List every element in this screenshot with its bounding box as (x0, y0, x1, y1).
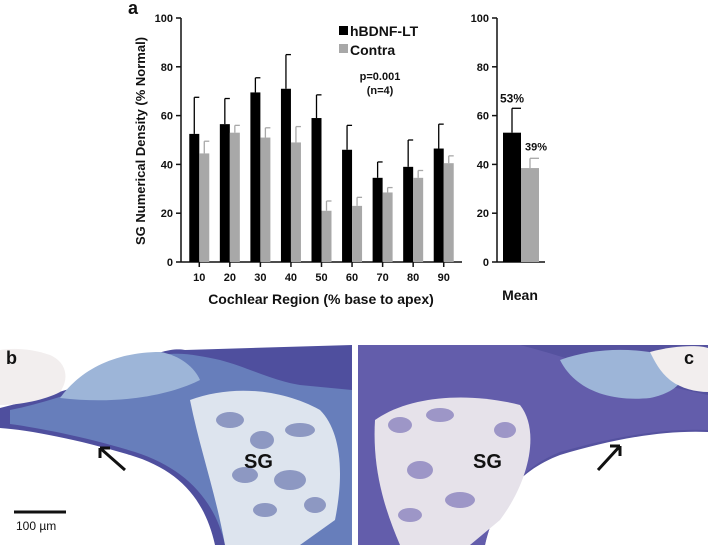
bar-contra (290, 142, 301, 262)
bar-hbdnf (311, 118, 322, 262)
y-tick-label: 80 (477, 62, 489, 74)
tissue-light-region-c (560, 349, 684, 399)
legend-swatch-contra (339, 44, 348, 53)
y-tick-label: 100 (471, 13, 489, 25)
x-tick-label: 80 (407, 272, 419, 284)
bar-hbdnf (372, 177, 383, 262)
bar-contra (352, 205, 363, 262)
bar-hbdnf (280, 88, 291, 262)
y-tick-label: 60 (161, 111, 173, 123)
x-tick-label: 20 (224, 272, 236, 284)
bar-hbdnf (433, 148, 444, 262)
bar-contra (382, 192, 393, 262)
x-tick-label: 70 (376, 272, 388, 284)
y-tick-label: 0 (483, 257, 489, 269)
y-tick-label: 20 (161, 208, 173, 220)
data-label-contra: 39% (525, 141, 547, 153)
bar-contra (321, 210, 332, 262)
y-tick-label: 40 (161, 159, 173, 171)
bar-hbdnf (503, 132, 521, 262)
panel-label-b: b (6, 348, 17, 368)
data-label-hbdnf: 53% (500, 91, 524, 105)
y-tick-label: 60 (477, 111, 489, 123)
bar-hbdnf (250, 92, 261, 262)
bar-contra (229, 132, 240, 262)
bar-hbdnf (342, 149, 353, 262)
x-tick-label: 90 (438, 272, 450, 284)
micrograph-c: SG c (358, 345, 708, 545)
mean-bars: 53% 39% (500, 91, 547, 262)
sg-label-b: SG (244, 451, 273, 473)
legend-label-hbdnf: hBDNF-LT (350, 23, 419, 39)
x-tick-label: 10 (193, 272, 205, 284)
scale-bar-label: 100 µm (16, 519, 56, 533)
bar-hbdnf (403, 166, 414, 262)
bar-contra (521, 168, 539, 262)
mean-x-label: Mean (502, 287, 538, 303)
sg-label-c: SG (473, 451, 502, 473)
main-bars (189, 53, 454, 262)
bar-contra (199, 153, 210, 262)
bar-contra (413, 177, 424, 262)
regional-bar-chart: 0 20 40 60 80 100 10 20 30 40 50 60 70 80 90 SG Numer… (133, 13, 462, 307)
x-tick-label: 30 (254, 272, 266, 284)
bone-pale-region-c (650, 346, 708, 392)
y-tick-label: 20 (477, 208, 489, 220)
y-axis-label: SG Numerical Density (% Normal) (133, 37, 148, 245)
legend-swatch-hbdnf (339, 26, 348, 35)
panel-divider (352, 345, 358, 545)
panel-label-c: c (684, 348, 694, 368)
legend: hBDNF-LT Contra (339, 23, 419, 58)
y-tick-label: 80 (161, 62, 173, 74)
bone-pale-region-b (0, 348, 66, 405)
legend-label-contra: Contra (350, 42, 395, 58)
x-tick-label: 50 (315, 272, 327, 284)
arrow-b (98, 446, 126, 472)
bar-hbdnf (189, 133, 200, 262)
tissue-light-region-b (60, 352, 200, 401)
main-x-ticks: 10 20 30 40 50 60 70 80 90 (193, 262, 450, 284)
mean-bar-chart: 0 20 40 60 80 100 53% 39% Mean (471, 13, 548, 303)
x-tick-label: 60 (346, 272, 358, 284)
bar-hbdnf (219, 124, 230, 262)
panel-label-a: a (128, 0, 139, 18)
y-tick-label: 100 (155, 13, 173, 25)
y-tick-label: 0 (167, 257, 173, 269)
y-tick-label: 40 (477, 159, 489, 171)
p-value-annotation: p=0.001 (360, 71, 401, 83)
x-axis-label: Cochlear Region (% base to apex) (208, 291, 434, 307)
arrow-c (596, 444, 622, 472)
bar-contra (260, 137, 271, 262)
mean-y-ticks: 0 20 40 60 80 100 (471, 13, 497, 269)
n-annotation: (n=4) (367, 85, 394, 97)
sg-region-c (374, 397, 531, 545)
bar-contra (443, 163, 454, 262)
micrograph-b: SG b 100 µm (0, 345, 352, 545)
x-tick-label: 40 (285, 272, 297, 284)
main-y-ticks: 0 20 40 60 80 100 (155, 13, 181, 269)
